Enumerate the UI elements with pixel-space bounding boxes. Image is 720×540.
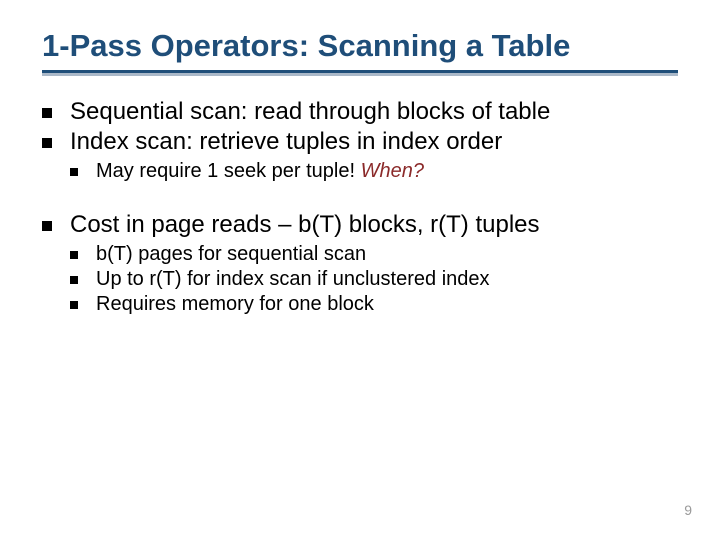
item-text: May require 1 seek per tuple! <box>96 160 361 182</box>
rule-light <box>42 73 678 76</box>
item-text: Cost in page reads – b(T) blocks, r(T) t… <box>70 211 540 238</box>
square-bullet-icon <box>70 251 78 259</box>
square-bullet-icon <box>42 108 52 118</box>
list-item: Requires memory for one block <box>70 293 678 316</box>
square-bullet-icon <box>70 168 78 176</box>
item-text: Sequential scan: read through blocks of … <box>70 98 550 125</box>
sublist: b(T) pages for sequential scan Up to r(T… <box>70 243 678 316</box>
square-bullet-icon <box>42 138 52 148</box>
item-text: Requires memory for one block <box>96 293 374 315</box>
list-item: Sequential scan: read through blocks of … <box>42 98 678 126</box>
slide-title: 1-Pass Operators: Scanning a Table <box>42 28 678 64</box>
sublist: May require 1 seek per tuple! When? <box>70 160 678 183</box>
list-item: May require 1 seek per tuple! When? <box>70 160 678 183</box>
square-bullet-icon <box>70 301 78 309</box>
list-item: Cost in page reads – b(T) blocks, r(T) t… <box>42 211 678 316</box>
spacer <box>42 185 678 211</box>
item-text: Up to r(T) for index scan if unclustered… <box>96 268 490 290</box>
list-item: Up to r(T) for index scan if unclustered… <box>70 268 678 291</box>
page-number: 9 <box>684 502 692 518</box>
list-item: b(T) pages for sequential scan <box>70 243 678 266</box>
slide: 1-Pass Operators: Scanning a Table Seque… <box>0 0 720 540</box>
item-text: b(T) pages for sequential scan <box>96 243 366 265</box>
bullet-list: Sequential scan: read through blocks of … <box>42 98 678 183</box>
list-item: Index scan: retrieve tuples in index ord… <box>42 128 678 183</box>
title-rule <box>42 70 678 76</box>
bullet-list: Cost in page reads – b(T) blocks, r(T) t… <box>42 211 678 316</box>
square-bullet-icon <box>42 221 52 231</box>
item-emph: When? <box>361 160 424 182</box>
item-text: Index scan: retrieve tuples in index ord… <box>70 128 502 155</box>
square-bullet-icon <box>70 276 78 284</box>
